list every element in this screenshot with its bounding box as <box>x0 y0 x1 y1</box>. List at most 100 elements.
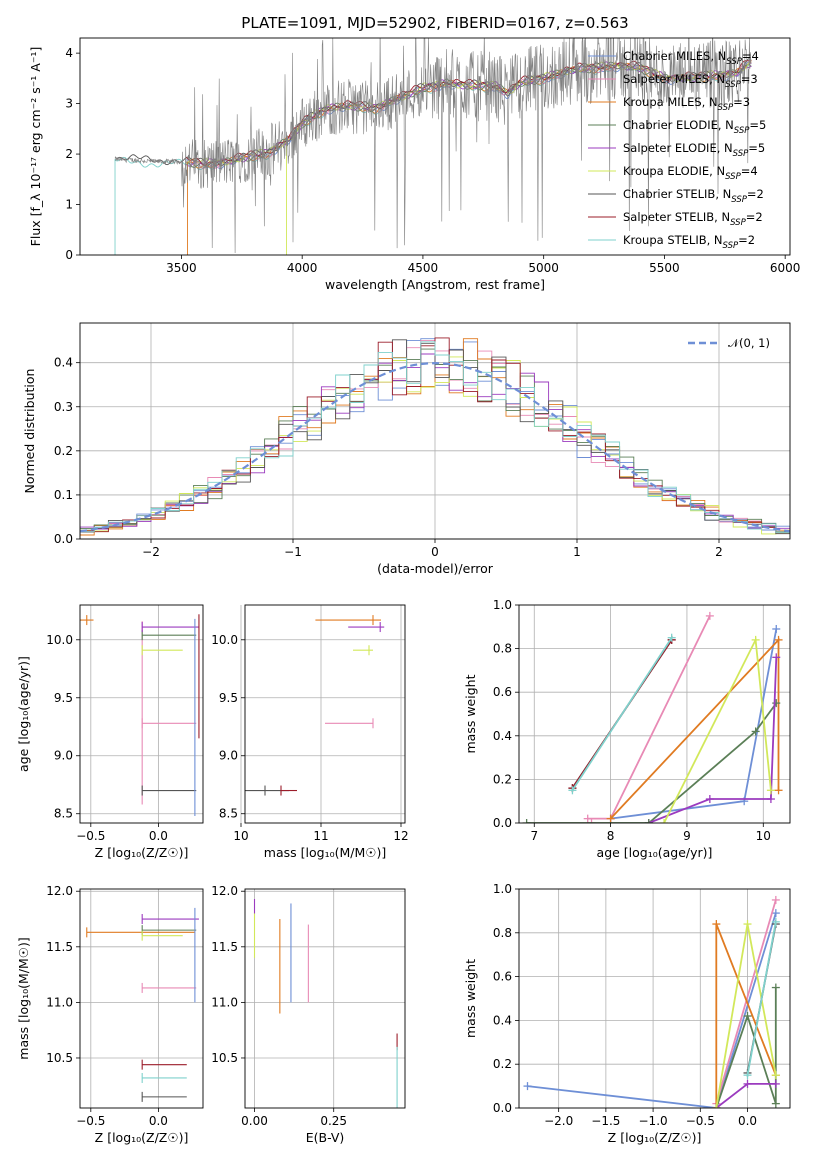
x-tick-label: 6000 <box>770 261 801 275</box>
x-tick-label: −2 <box>142 545 160 559</box>
y-tick-label: 11.5 <box>211 940 238 954</box>
residual-panel: −2 −1 0 1 2 0.0 0.1 0.2 0.3 0.4 (data-model)/error… <box>22 322 791 576</box>
y-tick-label: 0.2 <box>493 772 512 786</box>
gaussian-curve <box>80 361 790 533</box>
y-tick-label: 4 <box>65 46 73 60</box>
error-bars <box>253 899 398 1108</box>
y-tick-label: 11.0 <box>211 995 238 1009</box>
observed-spectrum-line <box>114 38 752 254</box>
figure-title: PLATE=1091, MJD=52902, FIBERID=0167, z=0… <box>241 14 628 32</box>
y-tick-label: 0.2 <box>493 1057 512 1071</box>
x-tick-label: 5500 <box>649 261 680 275</box>
y-tick-label: 0.0 <box>54 532 73 546</box>
axes-frame <box>244 888 406 1109</box>
x-tick-label: 10 <box>756 829 771 843</box>
y-tick-label: 10.0 <box>46 633 73 647</box>
x-tick-label: 1 <box>573 545 581 559</box>
y-tick-label: 0.4 <box>493 1013 512 1027</box>
x-tick-label: 9 <box>683 829 691 843</box>
y-tick-label: 10.5 <box>211 1051 238 1065</box>
y-tick-label: 10.5 <box>46 1051 73 1065</box>
y-tick-label: 12.0 <box>46 884 73 898</box>
y-tick-label: 9.5 <box>54 691 73 705</box>
legend-entry: Salpeter ELODIE, NSSP=5 <box>623 141 765 159</box>
x-tick-label: 3500 <box>166 261 197 275</box>
weight-line <box>746 921 777 1076</box>
x-tick-label: −0.5 <box>686 1114 715 1128</box>
legend-entry: Kroupa STELIB, NSSP=2 <box>623 233 755 251</box>
weight-line <box>609 637 780 820</box>
x-tick-label: −0.5 <box>76 829 105 843</box>
axes-frame <box>518 888 791 1109</box>
spectrum-lines <box>114 38 752 255</box>
x-tick-label: 0.0 <box>149 829 168 843</box>
x-tick-label: 2 <box>715 545 723 559</box>
y-tick-label: 0.8 <box>493 926 512 940</box>
legend-entry: Kroupa ELODIE, NSSP=4 <box>623 164 758 182</box>
y-tick-label: 1.0 <box>493 882 512 896</box>
y-tick-label: 0.6 <box>493 970 512 984</box>
axes-frame <box>79 604 204 824</box>
x-tick-label: −1.0 <box>639 1114 668 1128</box>
y-tick-label: 8.5 <box>54 807 73 821</box>
y-tick-label: 0.6 <box>493 685 512 699</box>
y-tick-label: 0.4 <box>54 356 73 370</box>
error-bars <box>86 907 199 1102</box>
weight-line <box>715 987 777 1108</box>
x-axis-label: (data-model)/error <box>377 561 494 576</box>
x-tick-label: 0 <box>431 545 439 559</box>
y-axis-label: mass [log₁₀(M/M☉)] <box>16 937 31 1059</box>
mass-weight-vs-metallicity-panel: −2.0 −1.5 −1.0 −0.5 0.0 0.0 0.2 0.4 0.6 0.8 1.0 Z [… <box>463 882 791 1145</box>
y-tick-label: 12.0 <box>211 884 238 898</box>
y-tick-label: 9.0 <box>54 749 73 763</box>
age-vs-metallicity-panel: −0.5 0.0 8.5 9.0 9.5 10.0 Z [log₁₀(Z/Z☉)] age [… <box>16 604 204 860</box>
x-tick-label: −0.5 <box>76 1114 105 1128</box>
x-tick-label: 10 <box>233 829 248 843</box>
y-tick-label: 9.5 <box>219 691 238 705</box>
y-tick-label: 0.0 <box>493 1101 512 1115</box>
error-bars <box>80 614 200 817</box>
legend-entry: Chabrier STELIB, NSSP=2 <box>623 187 764 205</box>
axes-frame <box>79 37 791 256</box>
y-axis-label: Normed distribution <box>22 369 37 494</box>
y-tick-label: 3 <box>65 97 73 111</box>
mass-vs-ebv-panel: 0.00 0.25 10.5 11.0 11.5 12.0 E(B-V) <box>211 884 406 1145</box>
y-tick-label: 10.0 <box>211 633 238 647</box>
axes-frame <box>244 604 406 824</box>
y-tick-label: 1 <box>65 198 73 212</box>
x-tick-label: 4000 <box>287 261 318 275</box>
y-tick-label: 9.0 <box>219 749 238 763</box>
legend-entry: Salpeter MILES, NSSP=3 <box>623 72 758 90</box>
age-vs-mass-panel: 10 11 12 8.5 9.0 9.5 10.0 mass [log₁₀(M/M☉)] <box>211 604 409 860</box>
axes-frame <box>79 322 791 540</box>
y-tick-label: 0.1 <box>54 488 73 502</box>
x-tick-label: 0.25 <box>320 1114 347 1128</box>
residual-legend: 𝒩(0, 1) <box>688 336 770 350</box>
x-axis-label: E(B-V) <box>306 1130 345 1145</box>
error-bars <box>245 615 385 796</box>
histogram-lines <box>80 337 790 538</box>
y-tick-label: 0.2 <box>54 444 73 458</box>
mass-weight-vs-age-panel: 7 8 9 10 0.0 0.2 0.4 0.6 0.8 1.0 age [log₁₀(age/yr… <box>463 598 791 860</box>
x-tick-label: 0.0 <box>738 1114 757 1128</box>
y-tick-label: 1.0 <box>493 598 512 612</box>
y-axis-label: Flux [f_λ 10⁻¹⁷ erg cm⁻² s⁻¹ A⁻¹] <box>28 47 43 247</box>
x-tick-label: 7 <box>530 829 538 843</box>
y-tick-label: 0 <box>65 248 73 262</box>
x-axis-label: Z [log₁₀(Z/Z☉)] <box>608 1130 702 1145</box>
weight-line <box>715 1083 776 1108</box>
weight-line <box>571 637 673 791</box>
legend-entry: Chabrier ELODIE, NSSP=5 <box>623 118 766 136</box>
x-tick-label: 5000 <box>528 261 559 275</box>
x-tick-label: −1.5 <box>591 1114 620 1128</box>
y-tick-label: 0.0 <box>493 816 512 830</box>
legend-entry: Chabrier MILES, NSSP=4 <box>623 49 759 67</box>
weight-line <box>527 912 777 1108</box>
residual-histogram <box>80 341 790 538</box>
x-axis-label: Z [log₁₀(Z/Z☉)] <box>95 845 189 860</box>
x-axis-label: age [log₁₀(age/yr)] <box>597 845 713 860</box>
weight-line <box>587 615 711 820</box>
gaussian-legend-label: 𝒩(0, 1) <box>728 336 770 350</box>
x-tick-label: 0.00 <box>241 1114 268 1128</box>
x-tick-label: 4500 <box>408 261 439 275</box>
